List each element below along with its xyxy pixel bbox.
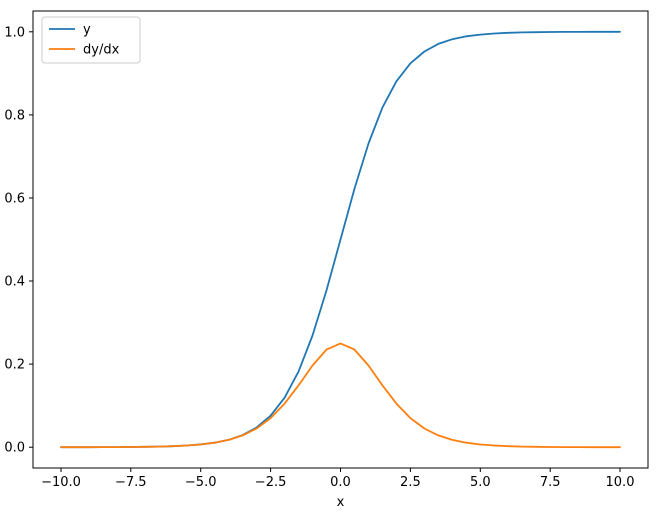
x-tick-label: 5.0: [470, 475, 491, 490]
legend: y dy/dx: [41, 16, 141, 64]
legend-label-dy-dx: dy/dx: [83, 43, 120, 58]
y-tick-label: 1.0: [4, 25, 25, 40]
y-tick-label: 0.0: [4, 441, 25, 456]
y-tick-label: 0.6: [4, 192, 25, 207]
x-axis-label: x: [337, 495, 345, 510]
legend-label-y: y: [83, 23, 91, 38]
x-tick-label: −10.0: [41, 475, 81, 490]
series-line-dy-dx: [60, 342, 621, 449]
x-tick-label: −2.5: [255, 475, 287, 490]
x-tick-label: 10.0: [606, 475, 635, 490]
x-tick-label: 2.5: [400, 475, 421, 490]
x-tick-label: −7.5: [115, 475, 147, 490]
x-tick-label: 7.5: [540, 475, 561, 490]
y-tick-label: 0.4: [4, 275, 25, 290]
y-tick-label: 0.2: [4, 358, 25, 373]
x-tick-label: −5.0: [185, 475, 217, 490]
axes-frame: [32, 10, 649, 469]
x-tick-label: 0.0: [330, 475, 351, 490]
y-tick-label: 0.8: [4, 108, 25, 123]
